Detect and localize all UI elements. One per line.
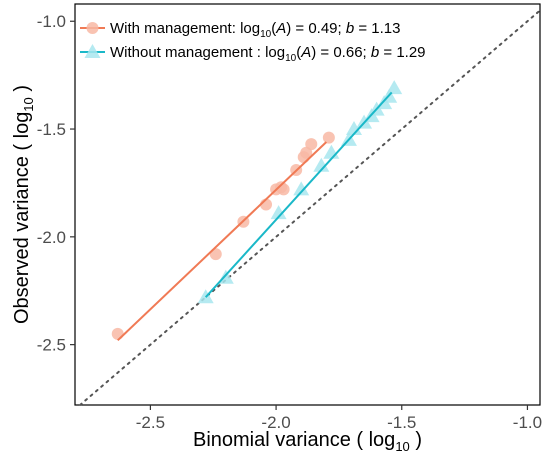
legend-paren-close: ): [286, 20, 291, 37]
x-tick-label: -1.0: [513, 413, 542, 432]
y-tick-label: -1.5: [37, 120, 66, 139]
with-management-point-11: [305, 138, 318, 151]
legend-label: Without management : log10(A) = 0.66; b …: [110, 44, 426, 64]
y-axis-title-end: ): [11, 85, 33, 97]
y-axis-title: Observed variance ( log10 ): [11, 85, 36, 324]
y-axis-title-text: Observed variance ( log: [11, 112, 33, 324]
x-tick-label: -1.5: [387, 413, 416, 432]
y-tick-label: -2.5: [37, 336, 66, 355]
legend-var-a: A: [300, 44, 311, 61]
x-tick-label: -2.0: [261, 413, 290, 432]
plot-panel-border: [74, 3, 541, 406]
with-management-point-7: [277, 183, 290, 196]
legend-var-b: b: [346, 20, 354, 37]
legend-log-subscript: 10: [260, 29, 272, 40]
y-tick-label: -2.0: [37, 228, 66, 247]
legend-slope-value: = 1.29: [379, 44, 425, 61]
legend-var-b: b: [371, 44, 379, 61]
legend-log-text: : log: [232, 20, 260, 37]
legend-intercept-value: = 0.66;: [316, 44, 371, 61]
x-tick-label: -2.5: [136, 413, 165, 432]
legend-paren-open: (: [296, 44, 301, 61]
with-management-fit-line: [117, 141, 328, 342]
legend-log-subscript: 10: [285, 53, 297, 64]
with-management-point-1: [111, 327, 124, 340]
x-axis-title-subscript: 10: [395, 439, 409, 454]
x-axis-title: Binomial variance ( log10 ): [193, 429, 422, 454]
y-axis-title-subscript: 10: [21, 97, 36, 111]
legend-series-name: Without management: [110, 44, 253, 61]
without-management-point-5: [313, 157, 330, 172]
legend-slope-value: = 1.13: [354, 20, 400, 37]
legend-entry-with-management: With management: log10(A) = 0.49; b = 1.…: [80, 20, 401, 40]
with-management-point-12: [322, 131, 335, 144]
legend-paren-open: (: [271, 20, 276, 37]
legend-entry-without-management: Without management : log10(A) = 0.66; b …: [80, 44, 426, 64]
legend-series-name: With management: [110, 20, 233, 37]
legend-log-text: : log: [253, 44, 286, 61]
x-axis-title-end: ): [410, 429, 422, 451]
legend-intercept-value: = 0.49;: [291, 20, 346, 37]
without-management-fit-line: [204, 91, 393, 298]
y-tick-label: -1.0: [37, 12, 66, 31]
x-axis-title-text: Binomial variance ( log: [193, 429, 395, 451]
without-management-point-4: [293, 181, 310, 196]
without-management-point-14: [386, 80, 403, 95]
legend-key-marker: [86, 22, 99, 34]
legend-key-marker: [84, 44, 101, 58]
legend-paren-close: ): [311, 44, 316, 61]
without-management-point-8: [346, 121, 362, 136]
legend-label: With management: log10(A) = 0.49; b = 1.…: [110, 20, 401, 40]
legend-var-a: A: [275, 20, 286, 37]
one-to-one-reference-line: [79, 9, 541, 406]
without-management-point-3: [270, 205, 287, 220]
